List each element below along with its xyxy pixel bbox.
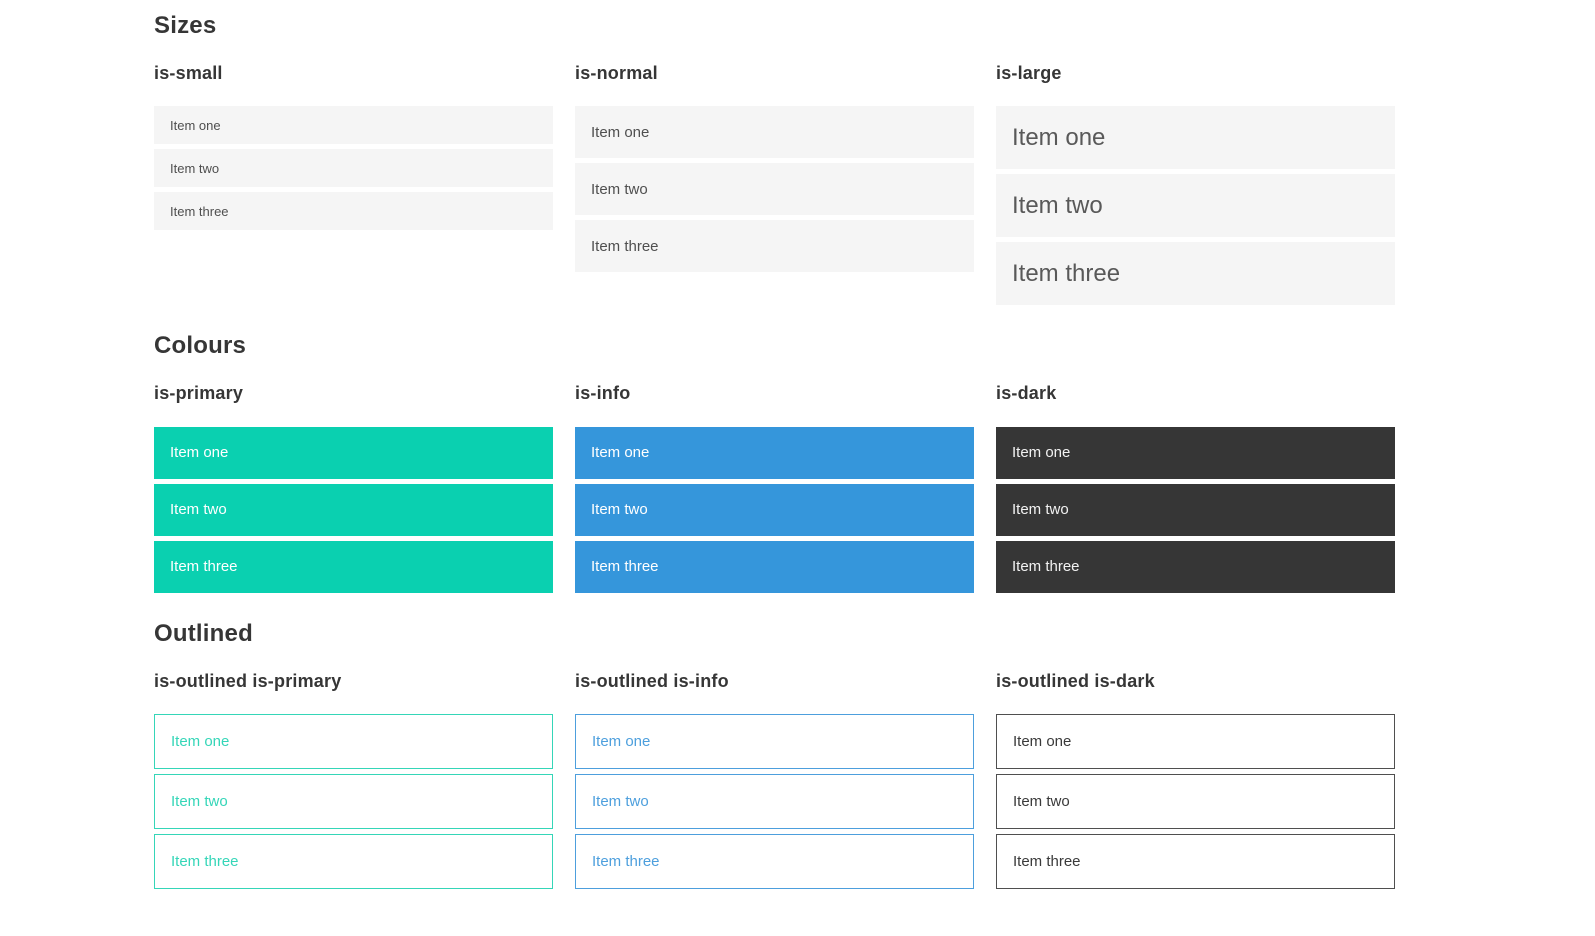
- list-item[interactable]: Item two: [996, 483, 1395, 536]
- list-item[interactable]: Item three: [154, 834, 553, 890]
- group-label: is-outlined is-primary: [154, 670, 342, 691]
- group-label: is-dark: [996, 383, 1057, 404]
- list-item[interactable]: Item three: [154, 540, 553, 593]
- list-item[interactable]: Item three: [154, 192, 553, 231]
- group-is-info: is-info Item one Item two Item three: [575, 383, 974, 598]
- list-is-primary: Item one Item two Item three: [154, 426, 553, 593]
- list-item[interactable]: Item one: [996, 106, 1395, 170]
- list-is-outlined-is-info: Item one Item two Item three: [575, 714, 974, 890]
- group-is-outlined-is-primary: is-outlined is-primary Item one Item two…: [154, 671, 553, 895]
- list-item[interactable]: Item three: [575, 834, 974, 890]
- list-item[interactable]: Item two: [575, 163, 974, 216]
- list-item[interactable]: Item one: [996, 714, 1395, 770]
- list-item[interactable]: Item one: [154, 426, 553, 479]
- list-is-info: Item one Item two Item three: [575, 426, 974, 593]
- list-item[interactable]: Item two: [575, 483, 974, 536]
- group-is-large: is-large Item one Item two Item three: [996, 63, 1395, 311]
- section-title: Colours: [154, 332, 247, 360]
- list-is-small: Item one Item two Item three: [154, 106, 553, 231]
- list-item[interactable]: Item two: [996, 174, 1395, 238]
- section-colours: Colours is-primary Item one Item two Ite…: [154, 332, 1395, 597]
- list-item[interactable]: Item one: [996, 426, 1395, 479]
- list-item[interactable]: Item two: [154, 483, 553, 536]
- list-item[interactable]: Item three: [996, 540, 1395, 593]
- section-outlined: Outlined is-outlined is-primary Item one…: [154, 620, 1395, 894]
- group-label: is-outlined is-dark: [996, 670, 1155, 691]
- list-item[interactable]: Item three: [575, 540, 974, 593]
- group-label: is-primary: [154, 383, 244, 404]
- group-label: is-large: [996, 62, 1062, 83]
- group-is-outlined-is-dark: is-outlined is-dark Item one Item two It…: [996, 671, 1395, 895]
- group-is-small: is-small Item one Item two Item three: [154, 63, 553, 236]
- list-item[interactable]: Item three: [996, 834, 1395, 890]
- list-item[interactable]: Item two: [154, 774, 553, 830]
- outlined-row: is-outlined is-primary Item one Item two…: [154, 671, 1395, 895]
- group-label: is-small: [154, 62, 223, 83]
- section-title: Sizes: [154, 12, 217, 39]
- list-item[interactable]: Item one: [575, 714, 974, 770]
- list-item[interactable]: Item three: [575, 220, 974, 273]
- list-item[interactable]: Item three: [996, 242, 1395, 306]
- group-is-primary: is-primary Item one Item two Item three: [154, 383, 553, 598]
- list-item[interactable]: Item two: [575, 774, 974, 830]
- list-is-large: Item one Item two Item three: [996, 106, 1395, 306]
- list-item[interactable]: Item two: [996, 774, 1395, 830]
- sizes-row: is-small Item one Item two Item three is…: [154, 63, 1395, 311]
- list-item[interactable]: Item one: [154, 106, 553, 145]
- list-is-outlined-is-dark: Item one Item two Item three: [996, 714, 1395, 890]
- section-sizes: Sizes is-small Item one Item two Item th…: [154, 12, 1395, 310]
- group-is-normal: is-normal Item one Item two Item three: [575, 63, 974, 278]
- group-label: is-info: [575, 383, 631, 404]
- list-item[interactable]: Item one: [575, 426, 974, 479]
- list-item[interactable]: Item two: [154, 149, 553, 188]
- list-is-outlined-is-primary: Item one Item two Item three: [154, 714, 553, 890]
- list-item[interactable]: Item one: [575, 106, 974, 159]
- list-is-normal: Item one Item two Item three: [575, 106, 974, 273]
- list-item[interactable]: Item one: [154, 714, 553, 770]
- group-label: is-normal: [575, 62, 658, 83]
- list-is-dark: Item one Item two Item three: [996, 426, 1395, 593]
- colours-row: is-primary Item one Item two Item three …: [154, 383, 1395, 598]
- group-label: is-outlined is-info: [575, 670, 729, 691]
- group-is-dark: is-dark Item one Item two Item three: [996, 383, 1395, 598]
- group-is-outlined-is-info: is-outlined is-info Item one Item two It…: [575, 671, 974, 895]
- section-title: Outlined: [154, 619, 253, 647]
